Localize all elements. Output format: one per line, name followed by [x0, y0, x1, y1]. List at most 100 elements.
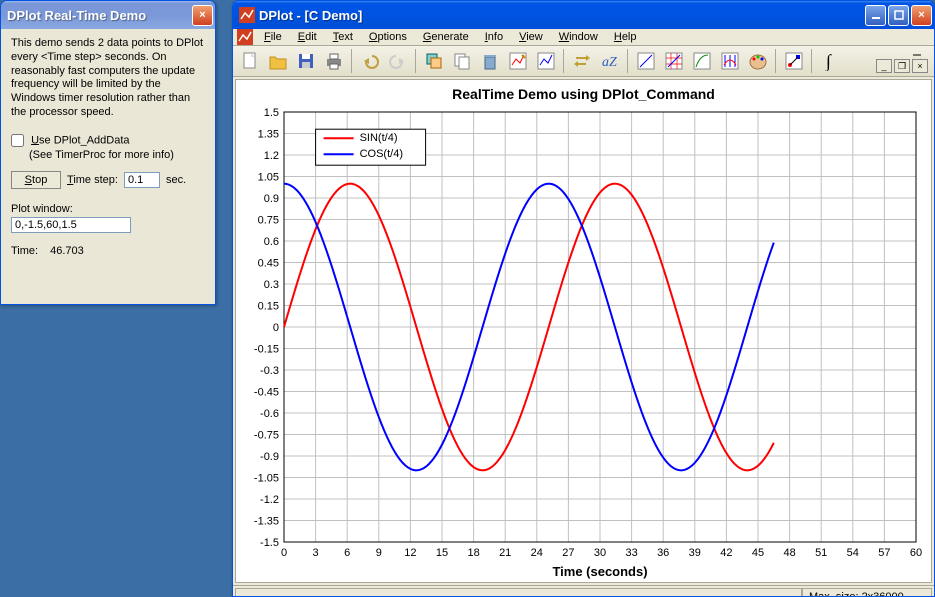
status-main [235, 588, 802, 597]
dplot-titlebar[interactable]: DPlot - [C Demo] × [233, 1, 934, 29]
plot-window-input[interactable] [11, 217, 131, 233]
new-file-icon[interactable] [237, 48, 263, 74]
svg-text:0.6: 0.6 [264, 236, 279, 248]
open-file-icon[interactable] [265, 48, 291, 74]
svg-text:6: 6 [344, 547, 350, 559]
menu-view[interactable]: View [512, 29, 550, 45]
minimize-button[interactable] [865, 5, 886, 26]
svg-text:27: 27 [562, 547, 574, 559]
undo-icon[interactable] [357, 48, 383, 74]
time-label: Time: [11, 245, 38, 257]
svg-text:-0.15: -0.15 [254, 344, 279, 356]
svg-text:54: 54 [847, 547, 859, 559]
close-button[interactable]: × [911, 5, 932, 26]
status-bar: Max. size: 2x36000 [233, 585, 934, 597]
text-style-icon[interactable]: aZ [597, 48, 623, 74]
timestep-input[interactable] [124, 172, 160, 188]
svg-text:-0.6: -0.6 [260, 408, 279, 420]
svg-text:36: 36 [657, 547, 669, 559]
svg-text:1.05: 1.05 [258, 172, 279, 184]
menu-options[interactable]: Options [362, 29, 414, 45]
delete-icon[interactable] [477, 48, 503, 74]
svg-text:9: 9 [376, 547, 382, 559]
svg-text:60: 60 [910, 547, 922, 559]
dplot-main-window: DPlot - [C Demo] × File Edit Text Option… [232, 0, 935, 597]
document-icon[interactable] [237, 29, 253, 45]
chart-tool-icon[interactable] [533, 48, 559, 74]
redo-icon[interactable] [385, 48, 411, 74]
mdi-minimize-button[interactable]: _ [876, 59, 892, 73]
dplot-app-icon [239, 7, 255, 23]
timestep-unit: sec. [166, 174, 186, 186]
svg-text:24: 24 [531, 547, 543, 559]
copy-data-icon[interactable] [449, 48, 475, 74]
svg-text:39: 39 [689, 547, 701, 559]
toolbar: aZ ∫ [233, 46, 934, 77]
svg-text:0.45: 0.45 [258, 258, 279, 270]
svg-text:0.3: 0.3 [264, 279, 279, 291]
demo-close-button[interactable]: × [192, 5, 213, 26]
plot-area[interactable]: RealTime Demo using DPlot_Command 036912… [235, 79, 932, 583]
svg-text:-0.45: -0.45 [254, 387, 279, 399]
demo-titlebar[interactable]: DPlot Real-Time Demo × [1, 1, 215, 29]
adddata-note: (See TimerProc for more info) [29, 149, 205, 161]
demo-window-title: DPlot Real-Time Demo [7, 8, 192, 23]
svg-text:1.2: 1.2 [264, 150, 279, 162]
integral-icon[interactable]: ∫ [817, 48, 843, 74]
svg-text:-0.9: -0.9 [260, 451, 279, 463]
svg-text:30: 30 [594, 547, 606, 559]
svg-text:aZ: aZ [602, 55, 617, 70]
stop-button[interactable]: Stop [11, 171, 61, 189]
svg-text:-1.2: -1.2 [260, 494, 279, 506]
linear-scale-icon[interactable] [633, 48, 659, 74]
svg-text:0: 0 [273, 322, 279, 334]
demo-description: This demo sends 2 data points to DPlot e… [11, 37, 205, 120]
mdi-restore-button[interactable]: ❐ [894, 59, 910, 73]
color-palette-icon[interactable] [745, 48, 771, 74]
svg-text:COS(t/4): COS(t/4) [360, 148, 403, 160]
use-adddata-checkbox[interactable] [11, 134, 24, 147]
svg-text:33: 33 [625, 547, 637, 559]
svg-text:18: 18 [467, 547, 479, 559]
menu-file[interactable]: File [257, 29, 289, 45]
svg-text:21: 21 [499, 547, 511, 559]
log-scale-icon[interactable] [689, 48, 715, 74]
plot-window-label: Plot window: [11, 203, 205, 215]
menu-text[interactable]: Text [326, 29, 360, 45]
svg-text:SIN(t/4): SIN(t/4) [360, 132, 398, 144]
svg-text:∫: ∫ [825, 51, 832, 71]
maximize-button[interactable] [888, 5, 909, 26]
copy-image-icon[interactable] [421, 48, 447, 74]
svg-text:0.15: 0.15 [258, 301, 279, 313]
svg-text:48: 48 [783, 547, 795, 559]
svg-text:-0.75: -0.75 [254, 430, 279, 442]
swap-icon[interactable] [569, 48, 595, 74]
svg-text:-0.3: -0.3 [260, 365, 279, 377]
svg-text:Time (seconds): Time (seconds) [552, 564, 647, 579]
svg-text:57: 57 [878, 547, 890, 559]
svg-text:51: 51 [815, 547, 827, 559]
multi-axis-icon[interactable] [717, 48, 743, 74]
svg-text:0.9: 0.9 [264, 193, 279, 205]
edit-series-icon[interactable] [505, 48, 531, 74]
timestep-label: Time step: [67, 174, 118, 186]
svg-text:-1.35: -1.35 [254, 516, 279, 528]
svg-text:12: 12 [404, 547, 416, 559]
grid-style-icon[interactable] [661, 48, 687, 74]
symbol-style-icon[interactable] [781, 48, 807, 74]
svg-text:0: 0 [281, 547, 287, 559]
svg-text:45: 45 [752, 547, 764, 559]
mdi-close-button[interactable]: × [912, 59, 928, 73]
chart-canvas: 03691215182124273033363942454851545760-1… [236, 102, 931, 582]
menu-info[interactable]: Info [478, 29, 510, 45]
save-icon[interactable] [293, 48, 319, 74]
print-icon[interactable] [321, 48, 347, 74]
use-adddata-label: Use DPlot_AddData [31, 134, 129, 146]
menu-generate[interactable]: Generate [416, 29, 476, 45]
menu-edit[interactable]: Edit [291, 29, 324, 45]
menu-help[interactable]: Help [607, 29, 644, 45]
menu-window[interactable]: Window [552, 29, 605, 45]
svg-text:1.5: 1.5 [264, 107, 279, 119]
svg-text:-1.05: -1.05 [254, 473, 279, 485]
svg-text:3: 3 [313, 547, 319, 559]
